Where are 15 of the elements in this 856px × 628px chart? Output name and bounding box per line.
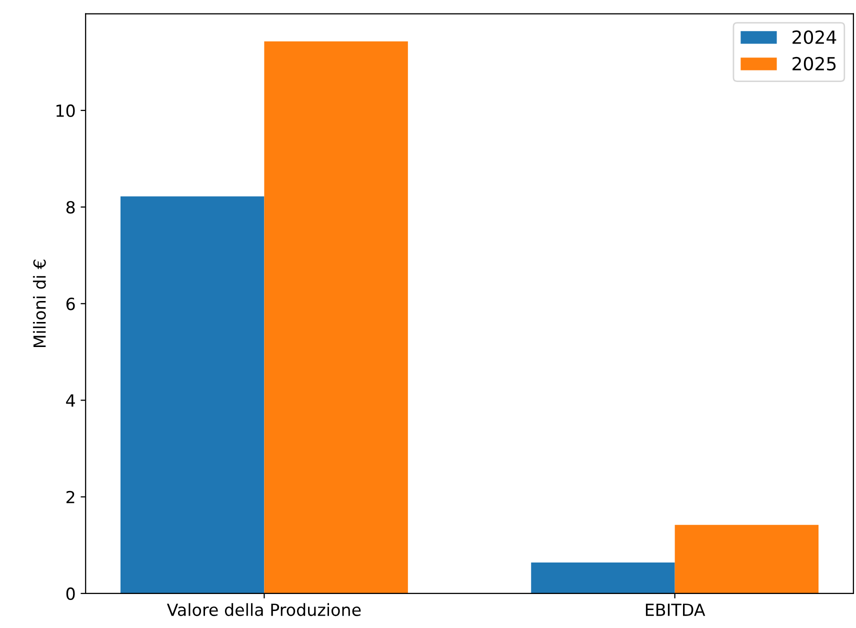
legend-label: 2024 — [792, 30, 836, 44]
y-tick-label: 0 — [66, 587, 75, 600]
bar — [531, 562, 675, 594]
y-axis-title: Milioni di € — [32, 260, 46, 348]
y-tick-label: 2 — [66, 490, 74, 504]
x-tick-label: Valore della Produzione — [166, 603, 361, 616]
y-tick-label: 4 — [66, 394, 75, 407]
y-tick-label: 8 — [66, 200, 75, 214]
bar — [120, 196, 264, 594]
bar — [674, 524, 819, 594]
x-tick-label: EBITDA — [646, 604, 706, 616]
y-tick-label: 6 — [66, 298, 75, 310]
legend-label: 2025 — [792, 56, 836, 71]
bar — [264, 41, 408, 594]
y-tick-label: 10 — [56, 104, 75, 117]
